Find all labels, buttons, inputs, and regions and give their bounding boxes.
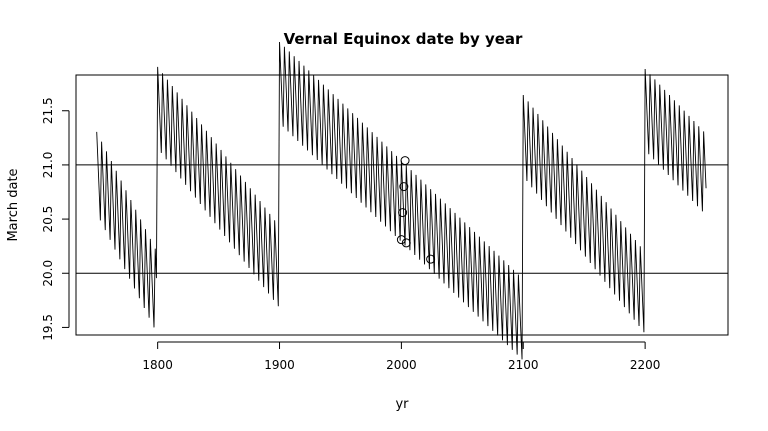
- y-tick-label: 19.5: [41, 314, 55, 341]
- equinox-date-series: [96, 41, 707, 360]
- data-point: [426, 254, 436, 264]
- x-tick-label: 1900: [264, 358, 295, 372]
- data-point: [398, 208, 408, 218]
- points-layer: [396, 156, 436, 264]
- x-tick-label: 1800: [142, 358, 173, 372]
- data-point: [401, 238, 411, 248]
- data-point: [396, 235, 406, 245]
- series-layer: [96, 41, 707, 360]
- chart-title: Vernal Equinox date by year: [284, 30, 523, 48]
- data-point: [399, 182, 409, 192]
- y-axis-label: March date: [6, 168, 21, 241]
- y-tick-label: 20.5: [41, 206, 55, 233]
- plot-area: [75, 41, 729, 360]
- y-axis: 19.5 20.0 20.5 21.0 21.5: [41, 97, 70, 341]
- y-tick-label: 21.0: [41, 152, 55, 179]
- x-tick-label: 2200: [630, 358, 661, 372]
- x-axis-label: yr: [395, 397, 409, 412]
- y-tick-label: 21.5: [41, 97, 55, 124]
- plot-frame: [75, 74, 729, 336]
- x-tick-label: 2100: [508, 358, 539, 372]
- x-axis: 1800 1900 2000 2100 2200: [142, 341, 661, 372]
- data-point: [400, 156, 410, 166]
- y-tick-label: 20.0: [41, 260, 55, 287]
- x-tick-label: 2000: [386, 358, 417, 372]
